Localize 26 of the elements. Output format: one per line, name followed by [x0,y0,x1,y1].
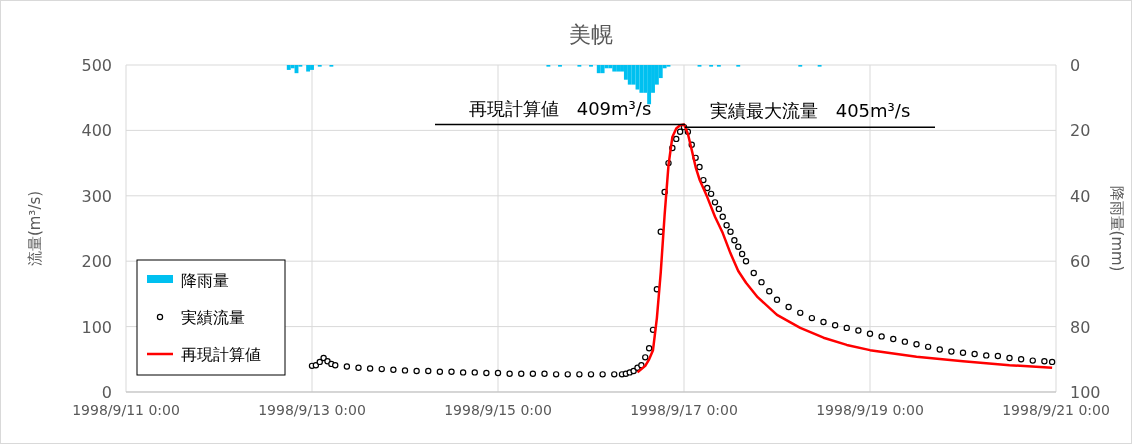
y2-tick-label: 20 [1070,121,1091,141]
y2-axis-title: 降雨量(mm) [1108,185,1126,272]
ref-line-label: 実績最大流量 405m³/s [709,100,911,122]
chart-title: 美幌 [569,22,613,47]
ref-line-label: 再現計算値 409m³/s [468,97,652,119]
y2-tick-label: 40 [1070,186,1091,206]
y-tick-label: 500 [81,56,112,75]
x-tick-label: 1998/9/13 0:00 [258,402,366,418]
y2-tick-label: 100 [1070,383,1101,402]
y2-tick-label: 0 [1070,56,1081,75]
y-axis-title: 流量(m³/s) [26,190,44,267]
y-tick-label: 300 [81,186,112,206]
legend-label: 再現計算値 [181,345,261,364]
legend-label: 実績流量 [181,308,245,327]
y-tick-label: 200 [81,252,112,272]
x-tick-label: 1998/9/19 0:00 [816,402,924,418]
x-tick-label: 1998/9/15 0:00 [444,402,552,418]
x-tick-label: 1998/9/17 0:00 [630,402,738,418]
y2-tick-label: 60 [1070,252,1091,272]
x-tick-label: 1998/9/11 0:00 [72,402,180,418]
legend-label: 降雨量 [181,271,229,290]
x-tick-label: 1998/9/21 0:00 [1002,402,1110,418]
y-tick-label: 0 [101,383,112,402]
y-tick-label: 100 [81,317,112,337]
y-tick-label: 400 [81,121,112,141]
y2-tick-label: 80 [1070,317,1091,337]
